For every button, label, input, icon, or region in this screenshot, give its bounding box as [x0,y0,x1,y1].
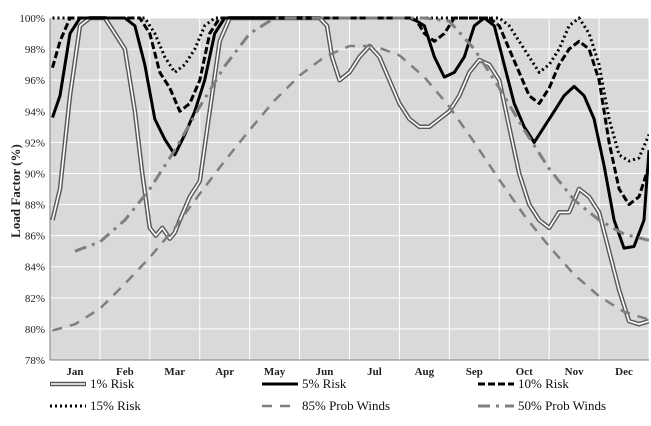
legend-label: 5% Risk [302,376,347,391]
y-tick-label: 78% [25,355,45,367]
x-tick-label: Feb [116,366,134,378]
y-tick-label: 90% [25,168,45,180]
x-tick-label: May [264,366,286,378]
series-50pct-prob-winds [74,16,649,253]
y-tick-label: 98% [25,44,45,56]
x-tick-label: Jun [316,366,334,378]
y-tick-label: 84% [25,262,45,274]
y-tick-label: 88% [25,200,45,212]
y-tick-label: 82% [25,293,45,305]
x-tick-label: Jul [367,366,382,378]
x-tick-label: Aug [415,366,435,378]
legend-item: 5% Risk [262,376,347,391]
x-tick-label: Sep [466,366,483,378]
x-tick-label: Nov [565,366,584,378]
legend-item: 85% Prob Winds [262,398,390,413]
y-axis-label: Load Factor (%) [8,144,23,238]
y-tick-label: 86% [25,231,45,243]
x-tick-label: Dec [615,366,633,378]
y-tick-label: 96% [25,75,45,87]
series-line [74,16,649,253]
legend-item: 1% Risk [50,376,135,391]
legend-label: 15% Risk [90,398,141,413]
y-tick-label: 92% [25,137,45,149]
series-lines [50,16,649,332]
y-tick-label: 80% [25,324,45,336]
legend-item: 10% Risk [478,376,569,391]
series-1pct-risk [50,16,649,327]
legend-label: 50% Prob Winds [518,398,606,413]
legend-label: 10% Risk [518,376,569,391]
series-line-inner [51,17,649,325]
legend-item: 50% Prob Winds [478,398,606,413]
legend-item: 15% Risk [50,398,141,413]
legend-label: 1% Risk [90,376,135,391]
legend-label: 85% Prob Winds [302,398,390,413]
x-tick-label: Apr [215,366,234,378]
legend: 1% Risk 5% Risk 10% Risk 15% Risk 85% Prob W… [50,376,606,413]
x-tick-label: Mar [164,366,185,378]
y-tick-label: 94% [25,106,45,118]
series-85pct-prob-winds [52,44,649,332]
y-tick-label: 100% [19,13,45,25]
x-tick-label: Oct [516,366,533,378]
series-10pct-risk [51,16,649,206]
series-line [52,44,649,332]
series-line [51,16,649,206]
x-tick-label: Jan [66,366,83,378]
